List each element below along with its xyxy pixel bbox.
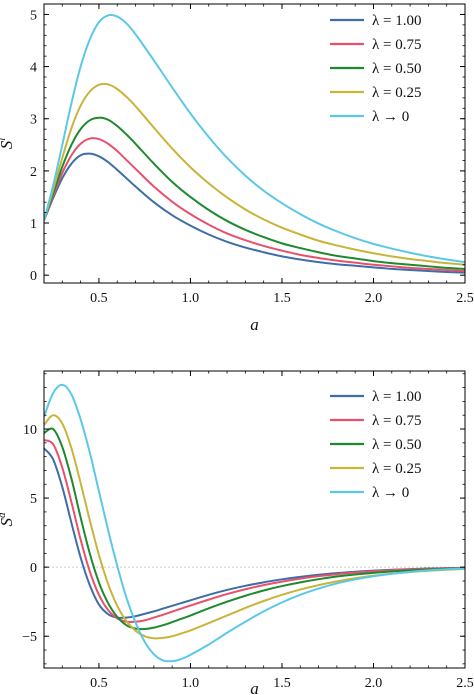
y-tick-label: 0 [30,561,37,576]
legend-entry: λ → 0 [372,485,409,501]
legend-entry: λ = 0.50 [372,61,421,77]
y-axis-label-superscript: l [0,138,8,141]
x-tick-label: 0.5 [90,676,108,691]
legend-entry: λ = 0.75 [372,37,421,53]
x-tick-label: 1.5 [273,291,291,306]
y-tick-label: −5 [22,630,37,645]
chart-panel-1: 0.5 1.0 1.5 2.0 2.5 0 1 2 3 4 5 a Sl λ = 1.00 λ = 0.75… [0,3,474,334]
series-line-2 [44,439,465,624]
y-tick-label: 0 [30,269,37,284]
y-tick-label: 2 [30,165,37,180]
series-line-4 [44,82,465,266]
y-tick-label: 5 [30,8,37,23]
legend-entry: λ = 0.75 [372,413,421,429]
series-group [44,383,465,663]
x-axis: 0.5 1.0 1.5 2.0 2.5 [43,4,474,306]
y-axis-label-superscript: d [0,512,8,518]
y-axis: −5 0 5 10 [22,373,465,665]
x-tick-label: 2.5 [456,291,474,306]
x-tick-label: 1.5 [273,676,291,691]
series-line-2 [44,137,465,273]
legend-entry: λ → 0 [372,109,409,125]
x-axis-label: a [250,315,259,334]
y-axis-label: Sd [0,512,16,527]
legend-entry: λ = 1.00 [372,13,421,29]
legend-entry: λ = 0.50 [372,437,421,453]
x-axis: 0.5 1.0 1.5 2.0 2.5 [43,371,474,691]
series-line-3 [44,427,465,631]
x-tick-label: 0.5 [90,291,108,306]
chart-panel-2: 0.5 1.0 1.5 2.0 2.5 −5 0 5 10 a Sd λ = 1.00 λ = 0.75… [0,370,474,695]
legend-entry: λ = 0.25 [372,85,421,101]
series-line-1 [44,152,465,274]
series-line-5 [44,14,465,264]
y-tick-label: 4 [30,61,37,76]
series-line-5 [44,383,465,663]
x-tick-label: 1.0 [182,291,200,306]
y-axis-label: Sl [0,138,16,150]
axes-frame [43,370,466,669]
legend-entry: λ = 1.00 [372,389,421,405]
series-group [44,14,465,274]
legend: λ = 1.00 λ = 0.75 λ = 0.50 λ = 0.25 λ → 0 [330,13,421,125]
y-tick-label: 5 [30,492,37,507]
series-line-3 [44,116,465,270]
legend: λ = 1.00 λ = 0.75 λ = 0.50 λ = 0.25 λ → 0 [330,389,421,501]
y-tick-label: 10 [23,423,37,438]
x-tick-label: 1.0 [182,676,200,691]
y-axis: 0 1 2 3 4 5 [30,3,465,284]
y-tick-label: 3 [30,113,37,128]
x-axis-label: a [250,679,259,695]
y-tick-label: 1 [30,217,37,232]
x-tick-label: 2.0 [365,676,383,691]
legend-entry: λ = 0.25 [372,461,421,477]
x-tick-label: 2.5 [456,676,474,691]
x-tick-label: 2.0 [365,291,383,306]
axes-frame [43,3,466,284]
